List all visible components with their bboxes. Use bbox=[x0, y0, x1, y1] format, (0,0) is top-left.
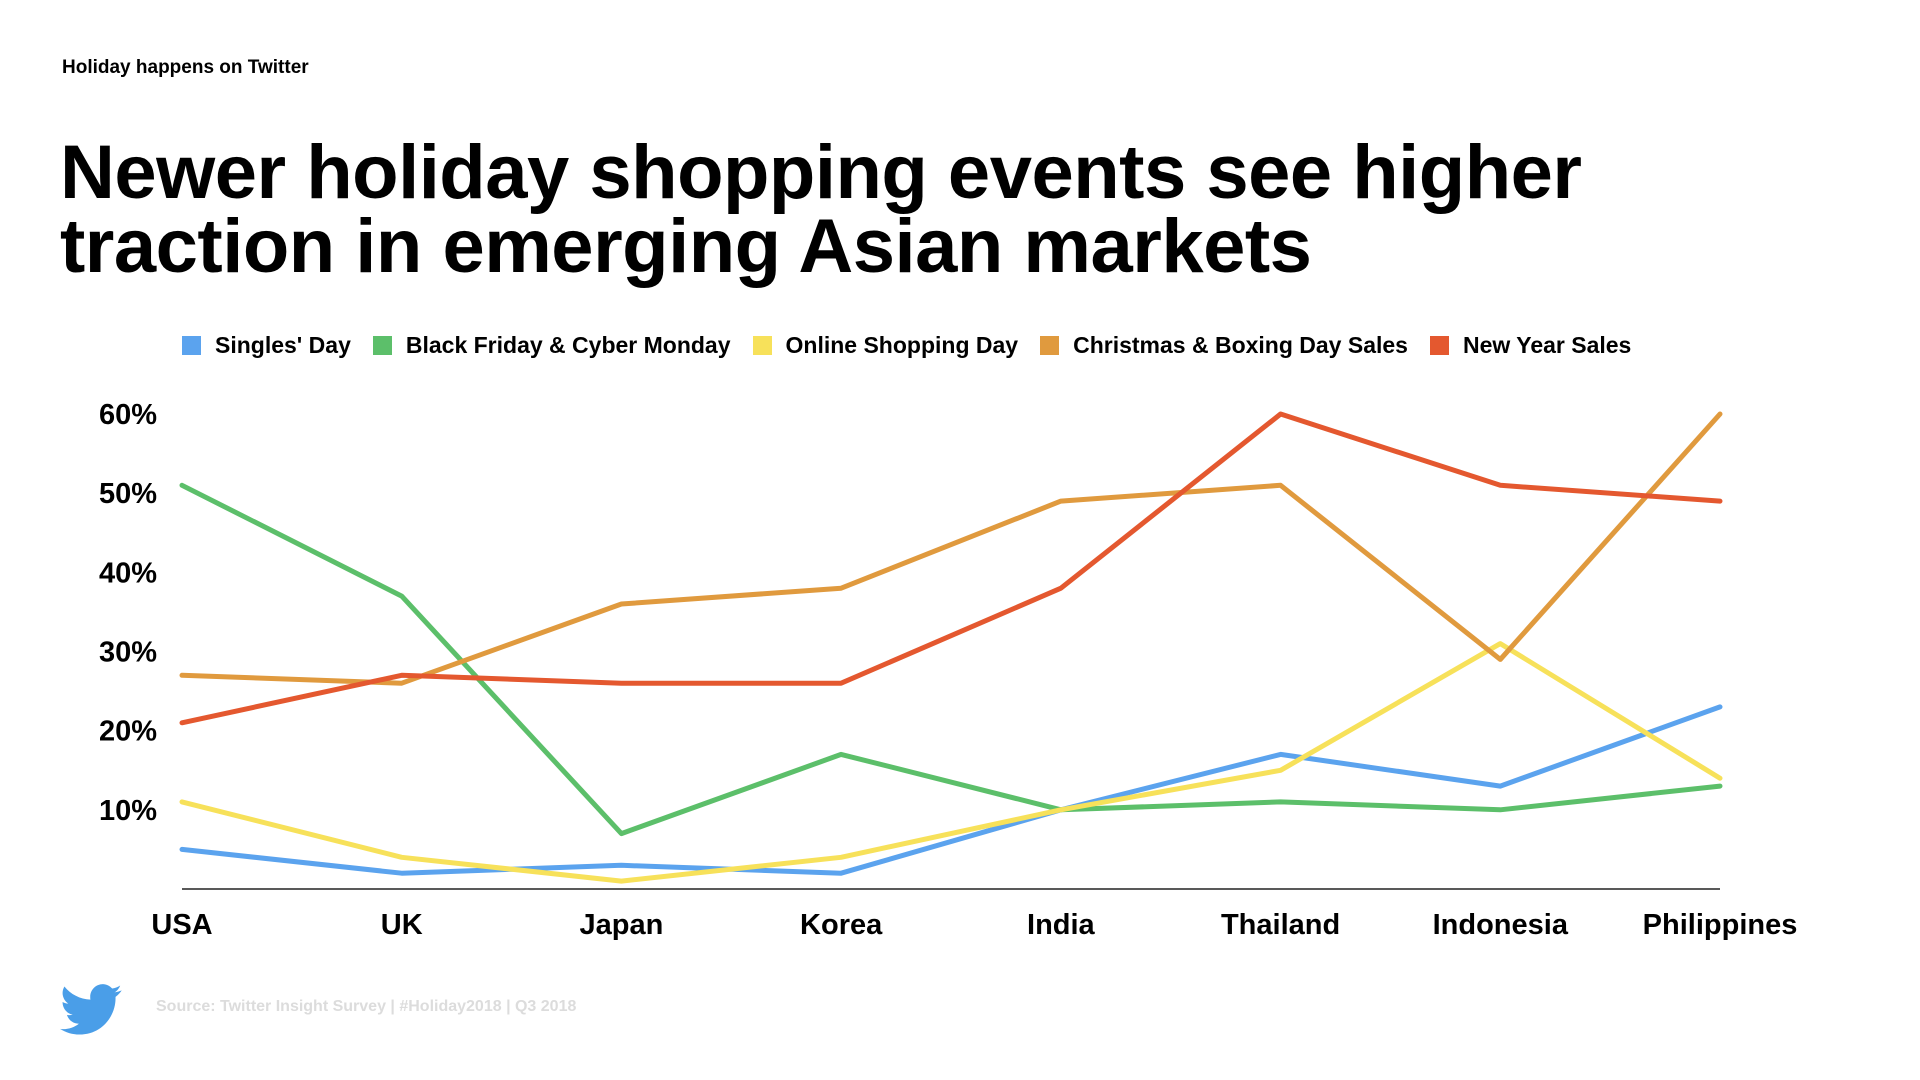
x-tick-label: UK bbox=[381, 909, 423, 941]
legend-item-christmas: Christmas & Boxing Day Sales bbox=[1040, 332, 1408, 359]
x-tick-label: India bbox=[1027, 909, 1096, 941]
line-chart: 10% 20% 30% 40% 50% 60% USA UK Japan Korea India Th… bbox=[99, 399, 1798, 941]
headline-line-1: Newer holiday shopping events see higher bbox=[60, 130, 1582, 215]
x-tick-label: Indonesia bbox=[1433, 909, 1569, 941]
chart-legend: Singles' Day Black Friday & Cyber Monday… bbox=[182, 330, 1653, 360]
slide-kicker: Holiday happens on Twitter bbox=[62, 57, 309, 78]
x-tick-label: Philippines bbox=[1643, 909, 1798, 941]
legend-label: Online Shopping Day bbox=[785, 331, 1019, 358]
legend-swatch bbox=[1040, 335, 1060, 355]
series-line-4 bbox=[179, 411, 1723, 726]
legend-swatch bbox=[752, 335, 772, 355]
y-tick-label: 30% bbox=[99, 637, 157, 669]
x-tick-label: Japan bbox=[580, 909, 664, 941]
series-line-1 bbox=[179, 482, 1723, 837]
y-tick-label: 60% bbox=[99, 399, 157, 431]
x-tick-label: USA bbox=[151, 909, 212, 941]
legend-label: Black Friday & Cyber Monday bbox=[405, 331, 731, 358]
y-tick-label: 40% bbox=[99, 557, 157, 589]
legend-label: New Year Sales bbox=[1462, 331, 1632, 358]
slide-headline: Newer holiday shopping events see higher… bbox=[60, 130, 1760, 289]
y-tick-label: 20% bbox=[99, 716, 157, 748]
legend-swatch bbox=[182, 335, 201, 355]
twitter-bird-icon bbox=[60, 984, 122, 1035]
series-line-3 bbox=[179, 411, 1723, 686]
headline-line-2: traction in emerging Asian markets bbox=[60, 204, 1312, 289]
legend-item-singles-day: Singles' Day bbox=[182, 332, 351, 359]
source-note: Source: Twitter Insight Survey | #Holida… bbox=[156, 998, 577, 1015]
legend-swatch bbox=[1429, 335, 1449, 355]
legend-swatch bbox=[372, 335, 392, 355]
y-tick-label: 10% bbox=[99, 795, 157, 827]
legend-item-online-shopping-day: Online Shopping Day bbox=[752, 331, 1019, 359]
y-tick-label: 50% bbox=[99, 478, 157, 510]
legend-item-black-friday: Black Friday & Cyber Monday bbox=[372, 331, 731, 359]
legend-label: Christmas & Boxing Day Sales bbox=[1073, 331, 1408, 358]
x-tick-label: Thailand bbox=[1221, 909, 1340, 941]
legend-item-new-year-sales: New Year Sales bbox=[1429, 331, 1632, 359]
series-line-0 bbox=[179, 704, 1723, 876]
legend-label: Singles' Day bbox=[215, 331, 351, 358]
x-tick-label: Korea bbox=[800, 909, 883, 941]
series-line-2 bbox=[179, 641, 1723, 884]
footer-logo bbox=[60, 980, 122, 1040]
